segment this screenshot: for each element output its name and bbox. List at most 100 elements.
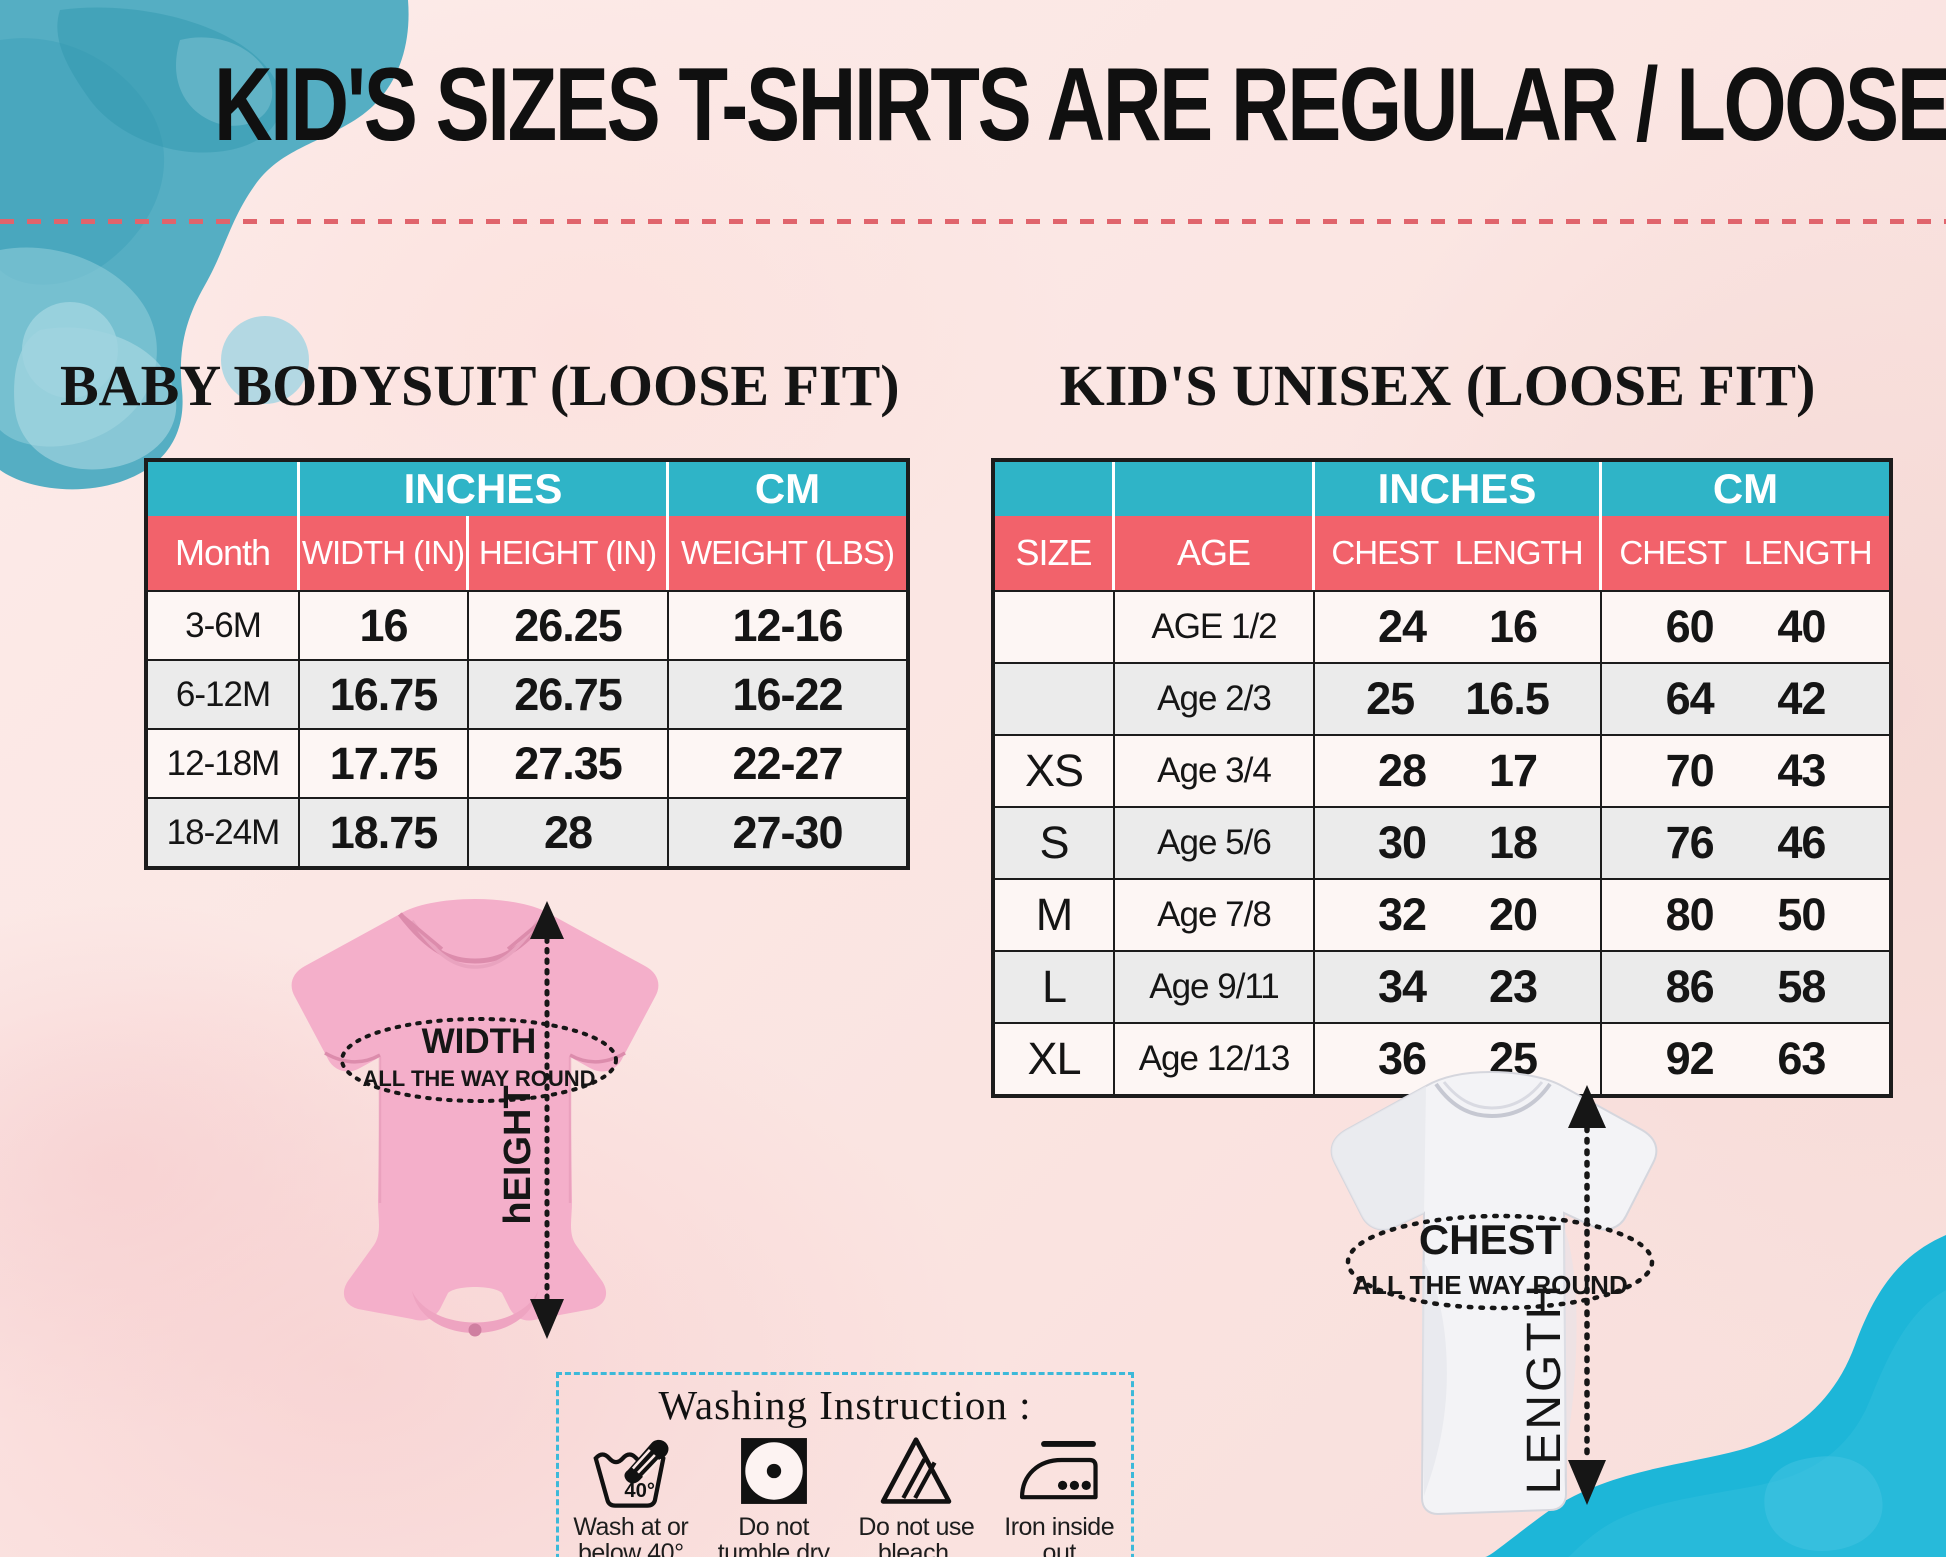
length-cm-cell: 43: [1777, 745, 1826, 796]
month-cell: 3-6M: [148, 592, 300, 659]
column-header: LENGTH: [1454, 534, 1584, 571]
length-cm-cell: 50: [1777, 889, 1826, 940]
chest-in-cell: 34: [1377, 961, 1427, 1012]
column-header: WEIGHT (LBS): [681, 534, 895, 571]
column-header: Month: [148, 516, 300, 590]
iron-low-icon: [1019, 1441, 1098, 1500]
chest-sublabel: ALL THE WAY ROUND: [1352, 1270, 1627, 1300]
length-cm-cell: 42: [1777, 673, 1826, 724]
unit-header-empty: [1115, 462, 1315, 516]
size-cell: XS: [995, 736, 1115, 806]
wash-item-label: Do not use bleach.: [858, 1513, 975, 1557]
wash-item-tumble-dry: Do not tumble dry: [703, 1433, 845, 1557]
bodysuit-crotch-flap: [412, 1291, 538, 1333]
chest-label: CHEST: [1419, 1216, 1562, 1263]
kids-table-column-header-row: SIZE AGE CHEST LENGTH CHEST LENGTH: [995, 516, 1889, 590]
chest-in-cell: 30: [1377, 817, 1427, 868]
height-cell: 28: [469, 799, 669, 866]
table-row: 18-24M 18.75 28 27-30: [148, 797, 906, 866]
chest-cm-cell: 86: [1665, 961, 1715, 1012]
table-row: L Age 9/11 34 23 86 58: [995, 950, 1889, 1022]
width-cell: 16: [300, 592, 469, 659]
column-header-pair: CHEST LENGTH: [1315, 516, 1602, 590]
hand-wash-40-icon: 40°: [592, 1439, 669, 1508]
length-measure-arrow: [1568, 1085, 1606, 1505]
length-cm-cell: 46: [1777, 817, 1826, 868]
width-measure-ellipse: [340, 1017, 618, 1103]
chest-cm-cell: 92: [1665, 1033, 1715, 1084]
month-cell: 6-12M: [148, 661, 300, 728]
length-in-cell: 16.5: [1465, 673, 1550, 724]
weight-cell: 27-30: [732, 806, 843, 858]
column-header: HEIGHT (IN): [469, 516, 669, 590]
width-label: WIDTH: [422, 1022, 537, 1061]
table-row: 3-6M 16 26.25 12-16: [148, 590, 906, 659]
table-row: S Age 5/6 30 18 76 46: [995, 806, 1889, 878]
chest-cm-cell: 80: [1665, 889, 1715, 940]
size-cell: M: [995, 880, 1115, 950]
column-header: CHEST: [1331, 534, 1439, 571]
wash-item-label: Do not tumble dry: [717, 1513, 830, 1557]
table-row: 6-12M 16.75 26.75 16-22: [148, 659, 906, 728]
dashed-separator-line: [0, 219, 1946, 224]
kids-unisex-size-table: INCHES CM SIZE AGE CHEST LENGTH CHEST LE…: [991, 458, 1893, 1098]
weight-cell: 16-22: [732, 668, 843, 720]
column-header-pair: CHEST LENGTH: [1602, 516, 1889, 590]
bodysuit-snap: [468, 1323, 482, 1337]
unit-header-cm: CM: [1712, 465, 1779, 512]
table-row: 12-18M 17.75 27.35 22-27: [148, 728, 906, 797]
baby-bodysuit-heading: BABY BODYSUIT (LOOSE FIT): [60, 353, 900, 418]
table-row: XS Age 3/4 28 17 70 43: [995, 734, 1889, 806]
wash-item-label: Wash at or below 40°: [573, 1513, 689, 1557]
chest-in-cell: 36: [1377, 1033, 1427, 1084]
age-cell: Age 2/3: [1115, 664, 1315, 734]
page-title: KID'S SIZES T-SHIRTS ARE REGULAR / LOOSE…: [214, 47, 1946, 163]
length-label: LENGTH: [1518, 1282, 1571, 1495]
age-cell: Age 12/13: [1115, 1024, 1315, 1094]
height-measure-arrow: [530, 901, 564, 1339]
width-sublabel: ALL THE WAY ROUND: [362, 1066, 595, 1091]
length-in-cell: 16: [1488, 601, 1538, 652]
length-in-cell: 23: [1488, 961, 1538, 1012]
column-header: WIDTH (IN): [300, 516, 469, 590]
do-not-bleach-icon: [881, 1437, 952, 1504]
height-label: hEIGHT: [497, 1085, 539, 1224]
chest-in-cell: 32: [1377, 889, 1427, 940]
age-cell: Age 5/6: [1115, 808, 1315, 878]
do-not-tumble-dry-icon: [740, 1438, 807, 1504]
unit-header-empty: [995, 462, 1115, 516]
table-row: M Age 7/8 32 20 80 50: [995, 878, 1889, 950]
kids-tshirt-diagram: CHEST ALL THE WAY ROUND LENGTH: [1330, 1070, 1658, 1516]
age-cell: AGE 1/2: [1115, 592, 1315, 662]
weight-cell: 12-16: [732, 599, 843, 651]
chest-in-cell: 28: [1377, 745, 1427, 796]
watercolor-blob-bottom-right: [1485, 1235, 1946, 1557]
height-cell: 27.35: [469, 730, 669, 797]
unit-header-cm: CM: [754, 465, 821, 512]
chest-cm-cell: 60: [1665, 601, 1715, 652]
size-cell: L: [995, 952, 1115, 1022]
kids-unisex-heading: KID'S UNISEX (LOOSE FIT): [1059, 353, 1816, 418]
length-in-cell: 18: [1488, 817, 1538, 868]
washing-instruction-title: Washing Instruction :: [658, 1382, 1032, 1428]
wash-item-iron: Iron inside out Low Temp.: [988, 1433, 1130, 1557]
table-row: XL Age 12/13 36 25 92 63: [995, 1022, 1889, 1094]
washing-instruction-box: Washing Instruction : 40° Wash at or bel…: [556, 1372, 1134, 1557]
size-cell: S: [995, 808, 1115, 878]
kids-table-unit-header-row: INCHES CM: [995, 462, 1889, 516]
column-header: SIZE: [995, 516, 1115, 590]
chest-in-cell: 25: [1366, 673, 1415, 724]
size-cell: [995, 592, 1115, 662]
watercolor-blob-top-left: [0, 0, 409, 490]
width-cell: 16.75: [300, 661, 469, 728]
unit-header-empty: [148, 462, 300, 516]
size-cell: [995, 664, 1115, 734]
baby-table-column-header-row: Month WIDTH (IN) HEIGHT (IN) WEIGHT (LBS…: [148, 516, 906, 590]
wash-item-bleach: Do not use bleach.: [845, 1433, 987, 1557]
table-row: AGE 1/2 24 16 60 40: [995, 590, 1889, 662]
length-in-cell: 20: [1488, 889, 1538, 940]
width-cell: 18.75: [300, 799, 469, 866]
height-cell: 26.75: [469, 661, 669, 728]
wash-item-hand-wash: 40° Wash at or below 40°: [560, 1433, 702, 1557]
